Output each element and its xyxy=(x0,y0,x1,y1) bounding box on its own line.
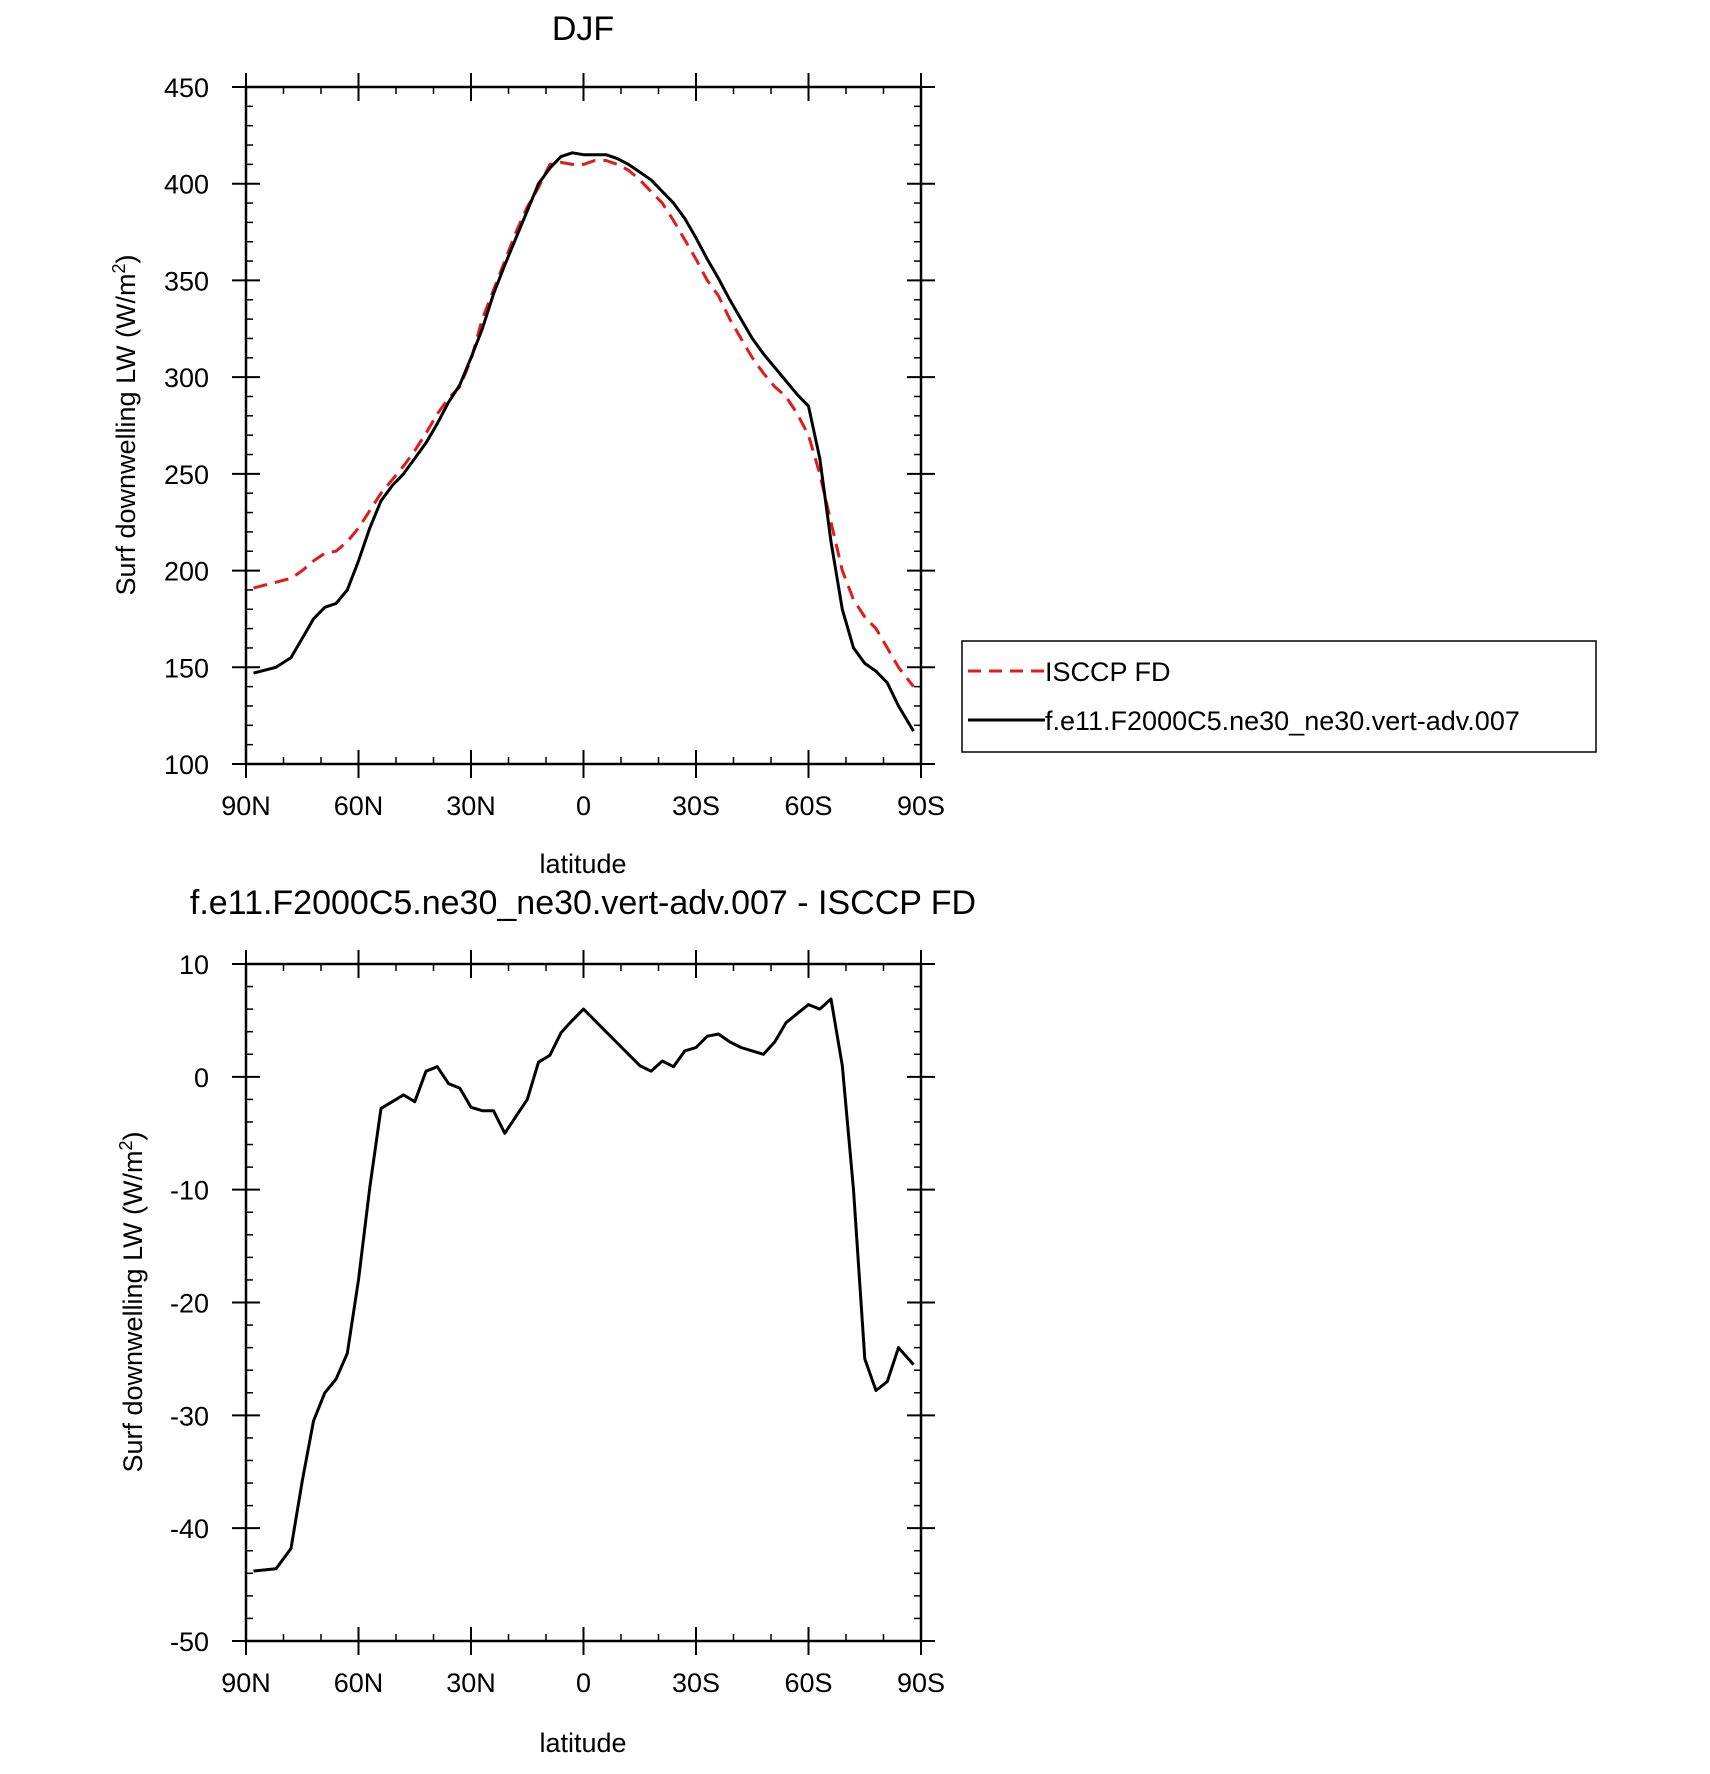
y-tick-label: -30 xyxy=(170,1401,209,1431)
y-tick-label: 150 xyxy=(164,653,209,683)
y-tick-label: 200 xyxy=(164,557,209,587)
bottom-y-axis-label: Surf downwelling LW (W/m2) xyxy=(116,1131,148,1472)
top-axis-ticks: 90N 60N 30N 0 30S 60S 90S 100 150 200 250 300 350 400… xyxy=(164,73,945,821)
legend-box xyxy=(961,640,1597,753)
y-tick-label: 0 xyxy=(194,1063,209,1093)
x-tick-label: 0 xyxy=(576,791,591,821)
x-tick-label: 30S xyxy=(672,1668,720,1698)
legend-label-model: f.e11.F2000C5.ne30_ne30.vert-adv.007 xyxy=(1045,706,1520,736)
top-x-axis-label: latitude xyxy=(539,849,626,879)
x-tick-label: 60S xyxy=(784,791,832,821)
bottom-axis-ticks: 90N 60N 30N 0 30S 60S 90S -50 -40 -30 -20 -10 0 10 xyxy=(170,950,945,1698)
top-y-axis-label: Surf downwelling LW (W/m2) xyxy=(109,254,141,595)
y-tick-label: 10 xyxy=(179,950,209,980)
y-tick-label: -40 xyxy=(170,1514,209,1544)
x-tick-label: 90S xyxy=(897,791,945,821)
y-tick-label: 400 xyxy=(164,170,209,200)
top-plot-frame xyxy=(244,85,923,766)
y-tick-label: 300 xyxy=(164,363,209,393)
x-tick-label: 30S xyxy=(672,791,720,821)
top-panel: DJF 90N 60N 30N 0 30S 60S 90S 100 150 200 250 300 35… xyxy=(109,10,1597,879)
top-chart-title: DJF xyxy=(552,10,614,48)
y-tick-label: 350 xyxy=(164,266,209,296)
x-tick-label: 0 xyxy=(576,1668,591,1698)
bottom-series-group xyxy=(253,997,915,1573)
series-line-isccp-fd xyxy=(253,159,915,688)
bottom-plot-frame xyxy=(244,962,923,1643)
x-tick-label: 60N xyxy=(334,1668,384,1698)
bottom-chart-title: f.e11.F2000C5.ne30_ne30.vert-adv.007 - I… xyxy=(190,884,976,922)
series-line-model xyxy=(253,151,915,732)
x-tick-label: 90N xyxy=(221,1668,271,1698)
x-tick-label: 30N xyxy=(446,791,496,821)
y-tick-label: 450 xyxy=(164,73,209,103)
x-tick-label: 60N xyxy=(334,791,384,821)
x-tick-label: 30N xyxy=(446,1668,496,1698)
x-tick-label: 90N xyxy=(221,791,271,821)
top-series-group xyxy=(253,151,915,732)
y-tick-label: 100 xyxy=(164,750,209,780)
legend: ISCCP FD f.e11.F2000C5.ne30_ne30.vert-ad… xyxy=(961,640,1597,753)
x-tick-label: 90S xyxy=(897,1668,945,1698)
y-tick-label: -10 xyxy=(170,1176,209,1206)
x-tick-label: 60S xyxy=(784,1668,832,1698)
legend-label-isccp: ISCCP FD xyxy=(1045,657,1171,687)
y-tick-label: -50 xyxy=(170,1627,209,1657)
bottom-panel: f.e11.F2000C5.ne30_ne30.vert-adv.007 - I… xyxy=(116,884,976,1758)
series-line-difference xyxy=(253,997,915,1573)
y-tick-label: -20 xyxy=(170,1289,209,1319)
bottom-x-axis-label: latitude xyxy=(539,1728,626,1758)
y-tick-label: 250 xyxy=(164,460,209,490)
